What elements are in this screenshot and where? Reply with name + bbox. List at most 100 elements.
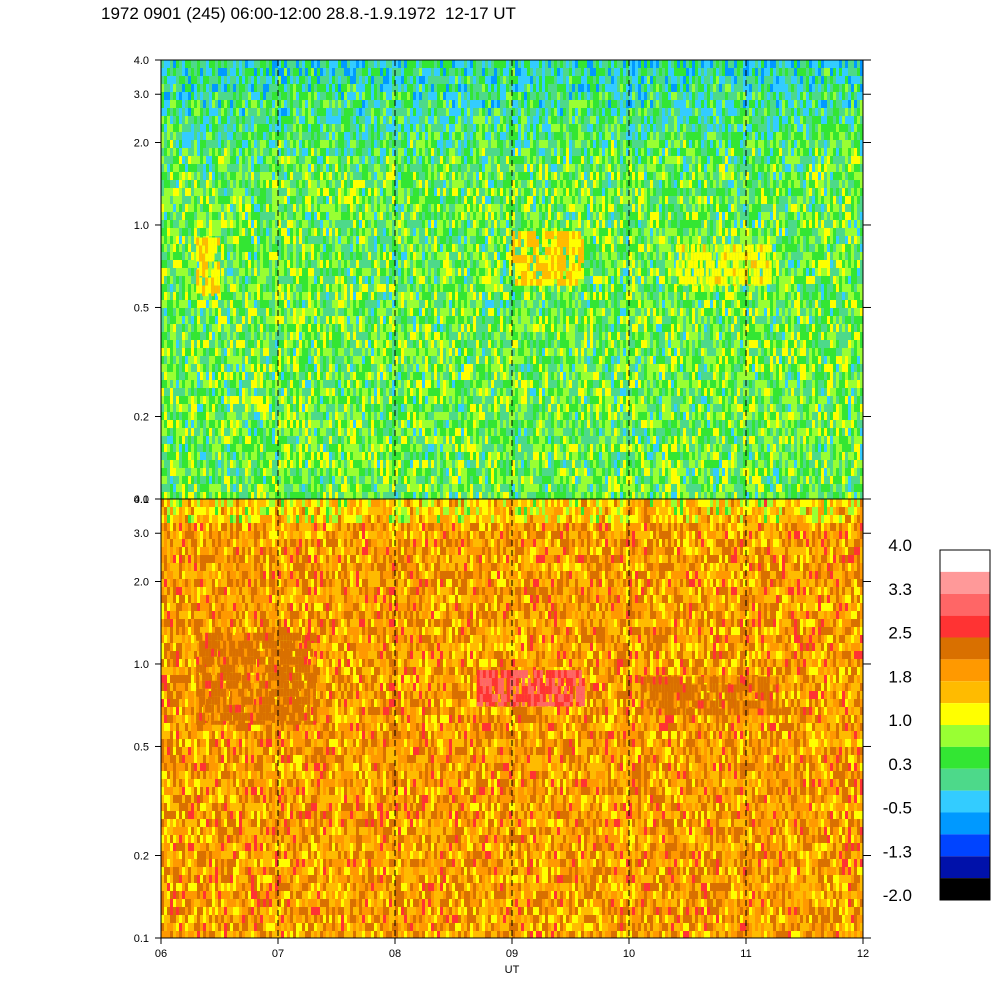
spectrogram-cell	[233, 268, 236, 276]
spectrogram-cell	[401, 68, 404, 76]
spectrogram-cell	[185, 348, 188, 356]
spectrogram-cell	[425, 132, 428, 140]
spectrogram-cell	[368, 372, 371, 380]
spectrogram-cell	[296, 292, 299, 300]
spectrogram-cell	[236, 220, 239, 228]
spectrogram-cell	[224, 364, 227, 372]
spectrogram-cell	[431, 292, 434, 300]
spectrogram-cell	[305, 148, 308, 156]
spectrogram-cell	[236, 116, 239, 124]
spectrogram-cell	[269, 196, 272, 204]
spectrogram-cell	[251, 76, 254, 84]
spectrogram-cell	[296, 196, 299, 204]
spectrogram-cell	[329, 196, 332, 204]
spectrogram-cell	[326, 244, 329, 252]
spectrogram-cell	[323, 180, 326, 188]
spectrogram-cell	[308, 156, 311, 164]
spectrogram-cell	[185, 260, 188, 268]
spectrogram-cell	[296, 188, 299, 196]
spectrogram-cell	[407, 196, 410, 204]
spectrogram-cell	[335, 340, 338, 348]
spectrogram-cell	[191, 372, 194, 380]
spectrogram-cell	[389, 476, 392, 484]
spectrogram-cell	[200, 156, 203, 164]
spectrogram-cell	[188, 436, 191, 444]
spectrogram-cell	[299, 396, 302, 404]
spectrogram-cell	[170, 156, 173, 164]
spectrogram-cell	[332, 220, 335, 228]
spectrogram-cell	[356, 116, 359, 124]
spectrogram-cell	[293, 228, 296, 236]
spectrogram-cell	[197, 396, 200, 404]
spectrogram-cell	[242, 260, 245, 268]
spectrogram-cell	[218, 140, 221, 148]
spectrogram-cell	[311, 316, 314, 324]
spectrogram-cell	[245, 252, 248, 260]
spectrogram-cell	[335, 356, 338, 364]
spectrogram-cell	[353, 484, 356, 492]
spectrogram-cell	[362, 388, 365, 396]
spectrogram-cell	[176, 124, 179, 132]
spectrogram-cell	[359, 140, 362, 148]
spectrogram-cell	[185, 180, 188, 188]
spectrogram-cell	[380, 428, 383, 436]
spectrogram-cell	[425, 300, 428, 308]
spectrogram-cell	[311, 156, 314, 164]
spectrogram-cell	[314, 268, 317, 276]
spectrogram-cell	[362, 76, 365, 84]
spectrogram-cell	[260, 388, 263, 396]
spectrogram-cell	[314, 372, 317, 380]
spectrogram-cell	[314, 444, 317, 452]
spectrogram-cell	[215, 468, 218, 476]
spectrogram-cell	[338, 348, 341, 356]
spectrogram-cell	[416, 68, 419, 76]
spectrogram-cell	[188, 92, 191, 100]
spectrogram-cell	[221, 172, 224, 180]
spectrogram-cell	[311, 332, 314, 340]
spectrogram-cell	[401, 212, 404, 220]
spectrogram-cell	[371, 468, 374, 476]
spectrogram-cell	[176, 404, 179, 412]
spectrogram-cell	[413, 140, 416, 148]
spectrogram-cell	[200, 220, 203, 228]
spectrogram-cell	[425, 484, 428, 492]
spectrogram-cell	[419, 156, 422, 164]
spectrogram-cell	[407, 460, 410, 468]
spectrogram-cell	[287, 404, 290, 412]
spectrogram-cell	[305, 492, 308, 499]
spectrogram-cell	[398, 284, 401, 292]
spectrogram-cell	[188, 228, 191, 236]
spectrogram-cell	[173, 364, 176, 372]
spectrogram-cell	[251, 452, 254, 460]
spectrogram-cell	[362, 412, 365, 420]
spectrogram-cell	[326, 460, 329, 468]
spectrogram-cell	[170, 444, 173, 452]
spectrogram-cell	[221, 460, 224, 468]
spectrogram-cell	[263, 484, 266, 492]
spectrogram-cell	[239, 132, 242, 140]
spectrogram-cell	[371, 196, 374, 204]
spectrogram-cell	[410, 116, 413, 124]
spectrogram-cell	[209, 180, 212, 188]
spectrogram-cell	[296, 420, 299, 428]
spectrogram-cell	[386, 340, 389, 348]
spectrogram-cell	[335, 260, 338, 268]
spectrogram-cell	[416, 420, 419, 428]
spectrogram-cell	[329, 404, 332, 412]
spectrogram-cell	[383, 260, 386, 268]
spectrogram-cell	[329, 356, 332, 364]
spectrogram-cell	[416, 396, 419, 404]
spectrogram-cell	[239, 92, 242, 100]
spectrogram-cell	[293, 388, 296, 396]
spectrogram-cell	[257, 284, 260, 292]
spectrogram-cell	[314, 140, 317, 148]
spectrogram-cell	[359, 492, 362, 499]
spectrogram-cell	[296, 444, 299, 452]
spectrogram-cell	[221, 244, 224, 252]
spectrogram-cell	[170, 148, 173, 156]
spectrogram-cell	[296, 268, 299, 276]
spectrogram-cell	[329, 164, 332, 172]
spectrogram-cell	[227, 460, 230, 468]
spectrogram-cell	[194, 404, 197, 412]
spectrogram-cell	[425, 364, 428, 372]
